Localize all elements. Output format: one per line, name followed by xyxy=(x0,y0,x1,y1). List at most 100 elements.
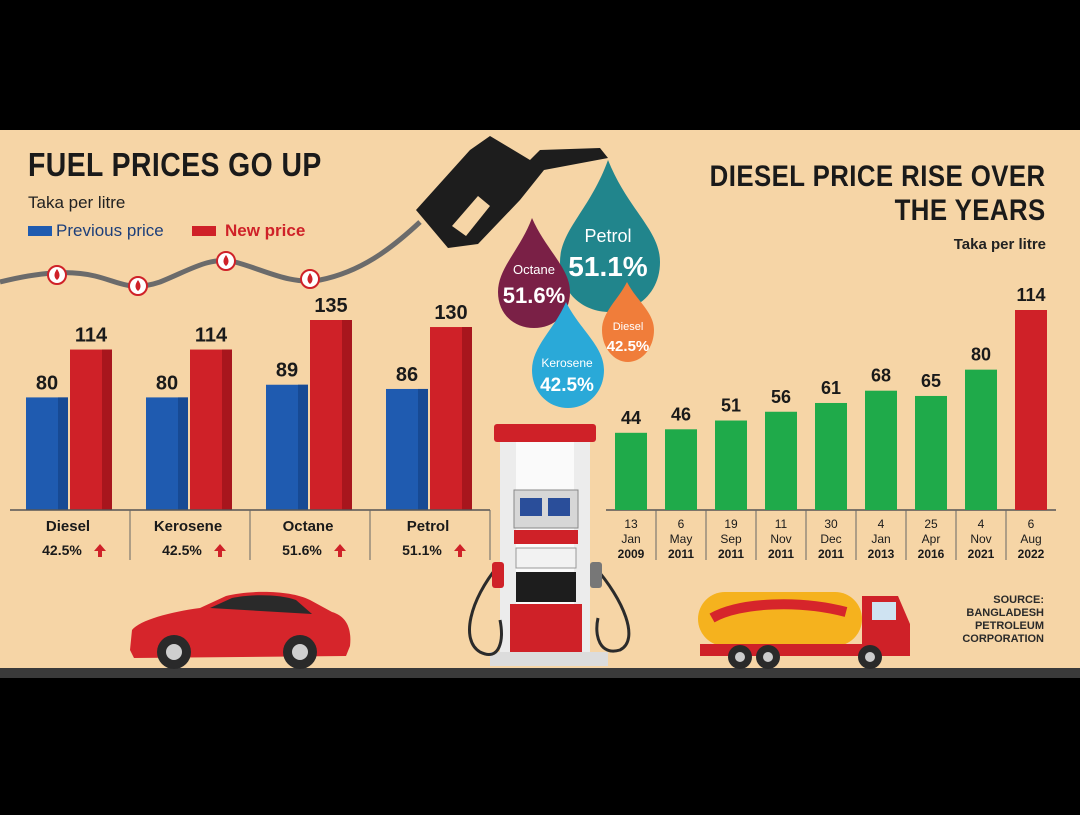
legend-previous-swatch xyxy=(28,226,52,236)
date-year-label: 2011 xyxy=(668,547,694,561)
date-day-label: 6 xyxy=(1028,517,1035,531)
car-icon xyxy=(130,591,351,669)
legend-new-label: New price xyxy=(225,221,306,240)
previous-price-bar-shade xyxy=(418,388,428,510)
diesel-price-label: 80 xyxy=(971,345,991,365)
right-chart-title-line1: DIESEL PRICE RISE OVER xyxy=(710,160,1046,193)
new-price-label: 114 xyxy=(75,325,108,347)
diesel-price-bar xyxy=(815,402,847,510)
date-day-label: 30 xyxy=(824,517,838,531)
diesel-drop-value: 42.5% xyxy=(607,338,650,355)
date-year-label: 2022 xyxy=(1018,547,1045,561)
kerosene-drop-label: Kerosene xyxy=(541,356,593,370)
diesel-price-label: 51 xyxy=(721,396,741,416)
previous-price-label: 80 xyxy=(156,372,178,394)
diesel-price-label: 114 xyxy=(1016,285,1045,305)
date-year-label: 2011 xyxy=(768,547,794,561)
diesel-price-label: 61 xyxy=(821,378,841,398)
legend-new-swatch xyxy=(192,226,216,236)
diesel-price-bar xyxy=(715,420,747,510)
fuel-flow-line xyxy=(0,220,422,289)
date-month-label: Aug xyxy=(1020,532,1041,546)
date-year-label: 2013 xyxy=(868,547,895,561)
octane-drop-value: 51.6% xyxy=(503,283,565,308)
up-arrow-icon xyxy=(94,544,106,557)
date-month-label: Jan xyxy=(621,532,640,546)
diesel-price-label: 56 xyxy=(771,387,791,407)
new-price-bar-shade xyxy=(342,320,352,510)
diesel-price-label: 68 xyxy=(871,366,891,386)
new-price-label: 130 xyxy=(434,302,467,324)
kerosene-drop: Kerosene 42.5% xyxy=(532,302,604,408)
category-label: Octane xyxy=(283,518,334,535)
date-day-label: 4 xyxy=(978,517,985,531)
date-year-label: 2011 xyxy=(818,547,844,561)
category-label: Kerosene xyxy=(154,518,222,535)
diesel-history-chart: 4413Jan2009466May20115119Sep20115611Nov2… xyxy=(606,285,1056,561)
new-price-bar-shade xyxy=(462,327,472,510)
previous-price-label: 86 xyxy=(396,364,418,386)
fuel-prices-chart: 80 114 Diesel 42.5% 80 114 Kerosene 42.5% 89 135 O… xyxy=(10,295,491,560)
diesel-drop: Diesel 42.5% xyxy=(602,282,654,362)
date-year-label: 2011 xyxy=(718,547,744,561)
category-label: Petrol xyxy=(407,518,450,535)
drop-marker-icon xyxy=(128,276,148,296)
octane-drop-label: Octane xyxy=(513,262,555,277)
new-price-bar-shade xyxy=(102,349,112,510)
kerosene-drop-value: 42.5% xyxy=(540,375,594,396)
new-price-label: 135 xyxy=(314,295,347,317)
source-line: CORPORATION xyxy=(962,633,1044,645)
up-arrow-icon xyxy=(454,544,466,557)
increase-label: 51.6% xyxy=(282,542,322,558)
diesel-price-bar xyxy=(865,390,897,510)
legend-previous-label: Previous price xyxy=(56,221,164,240)
road-strip xyxy=(0,668,1080,678)
category-label: Diesel xyxy=(46,518,90,535)
date-year-label: 2021 xyxy=(968,547,995,561)
fuel-nozzle-icon xyxy=(416,136,608,248)
increase-label: 42.5% xyxy=(162,542,202,558)
diesel-price-bar xyxy=(765,411,797,510)
date-month-label: Nov xyxy=(770,532,791,546)
octane-drop: Octane 51.6% xyxy=(498,218,570,328)
previous-price-label: 80 xyxy=(36,372,58,394)
petrol-drop-value: 51.1% xyxy=(568,251,647,282)
date-month-label: Nov xyxy=(970,532,991,546)
source-line: SOURCE: xyxy=(993,594,1044,606)
new-price-bar-shade xyxy=(222,349,232,510)
date-month-label: Jan xyxy=(871,532,890,546)
petrol-drop-label: Petrol xyxy=(584,226,631,246)
date-year-label: 2016 xyxy=(918,547,945,561)
drop-marker-icon xyxy=(300,269,320,289)
diesel-price-bar xyxy=(665,429,697,510)
left-chart-subtitle: Taka per litre xyxy=(28,193,126,212)
increase-label: 51.1% xyxy=(402,542,442,558)
source-note: SOURCE: BANGLADESH PETROLEUM CORPORATION xyxy=(962,594,1044,646)
previous-price-bar-shade xyxy=(178,397,188,510)
diesel-price-label: 46 xyxy=(671,404,691,424)
date-month-label: Apr xyxy=(922,532,941,546)
source-line: BANGLADESH xyxy=(966,607,1044,619)
diesel-price-bar xyxy=(915,395,947,510)
up-arrow-icon xyxy=(334,544,346,557)
diesel-price-label: 65 xyxy=(921,371,941,391)
date-day-label: 19 xyxy=(724,517,738,531)
left-chart-title: FUEL PRICES GO UP xyxy=(28,146,322,183)
date-day-label: 4 xyxy=(878,517,885,531)
date-month-label: May xyxy=(670,532,693,546)
date-day-label: 25 xyxy=(924,517,938,531)
previous-price-bar-shade xyxy=(58,397,68,510)
increase-label: 42.5% xyxy=(42,542,82,558)
date-month-label: Dec xyxy=(820,532,841,546)
right-chart-title-line2: THE YEARS xyxy=(894,194,1046,227)
petrol-drop: Petrol 51.1% xyxy=(560,160,660,312)
date-year-label: 2009 xyxy=(618,547,645,561)
diesel-price-label: 44 xyxy=(621,408,641,428)
diesel-price-bar xyxy=(615,432,647,510)
previous-price-label: 89 xyxy=(276,360,298,382)
date-day-label: 11 xyxy=(775,517,788,531)
drop-marker-icon xyxy=(47,265,67,285)
drop-marker-icon xyxy=(216,251,236,271)
